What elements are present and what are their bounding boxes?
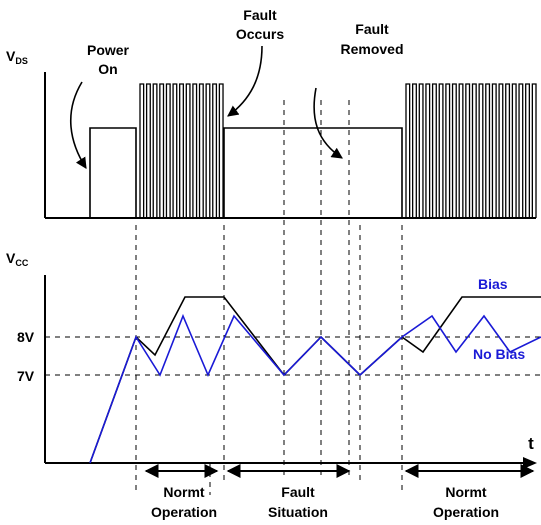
- fault-occurs-label-2: Occurs: [236, 26, 284, 42]
- fault-removed-arrow: [313, 87, 343, 159]
- vds-switching-pulses-restart: [405, 83, 537, 219]
- fault-removed-label-1: Fault: [355, 21, 389, 37]
- vds-axis-label: VDS: [6, 48, 28, 66]
- pulse-train: [139, 83, 224, 219]
- legend-bias: Bias: [478, 276, 508, 292]
- vcc-no-bias-curve: [89, 296, 541, 464]
- event-markers: [135, 100, 403, 495]
- phase-fault-label-2: Situation: [268, 504, 328, 520]
- vds-waveform: [45, 127, 140, 219]
- power-on-label-1: Power: [87, 42, 130, 58]
- power-on-label-2: On: [98, 61, 117, 77]
- phase-normal-2-label-2: Operation: [433, 504, 499, 520]
- vcc-bias-curve: [89, 313, 541, 464]
- power-on-arrow: [70, 81, 87, 169]
- phase-fault-label-1: Fault: [281, 484, 315, 500]
- vcc-axis-label: VCC: [6, 250, 29, 268]
- threshold-8v-label: 8V: [17, 329, 35, 345]
- phase-normal-1-label-2: Operation: [151, 504, 217, 520]
- phase-normal-2-label-1: Normt: [445, 484, 487, 500]
- fault-removed-label-2: Removed: [340, 41, 403, 57]
- legend-no-bias: No Bias: [473, 346, 525, 362]
- fault-occurs-label-1: Fault: [243, 7, 277, 23]
- threshold-7v-label: 7V: [17, 368, 35, 384]
- vds-axes: [44, 72, 536, 219]
- vcc-axes: [44, 275, 537, 469]
- vds-switching-pulses-normal: [139, 83, 224, 219]
- phase-normal-1-label-1: Normt: [163, 484, 205, 500]
- time-axis-label: t: [528, 434, 534, 453]
- pulse-train: [405, 83, 537, 219]
- fault-occurs-arrow: [227, 45, 263, 117]
- vcc-x-axis-arrowhead: [523, 457, 537, 469]
- vds-fault-plateau: [223, 127, 403, 218]
